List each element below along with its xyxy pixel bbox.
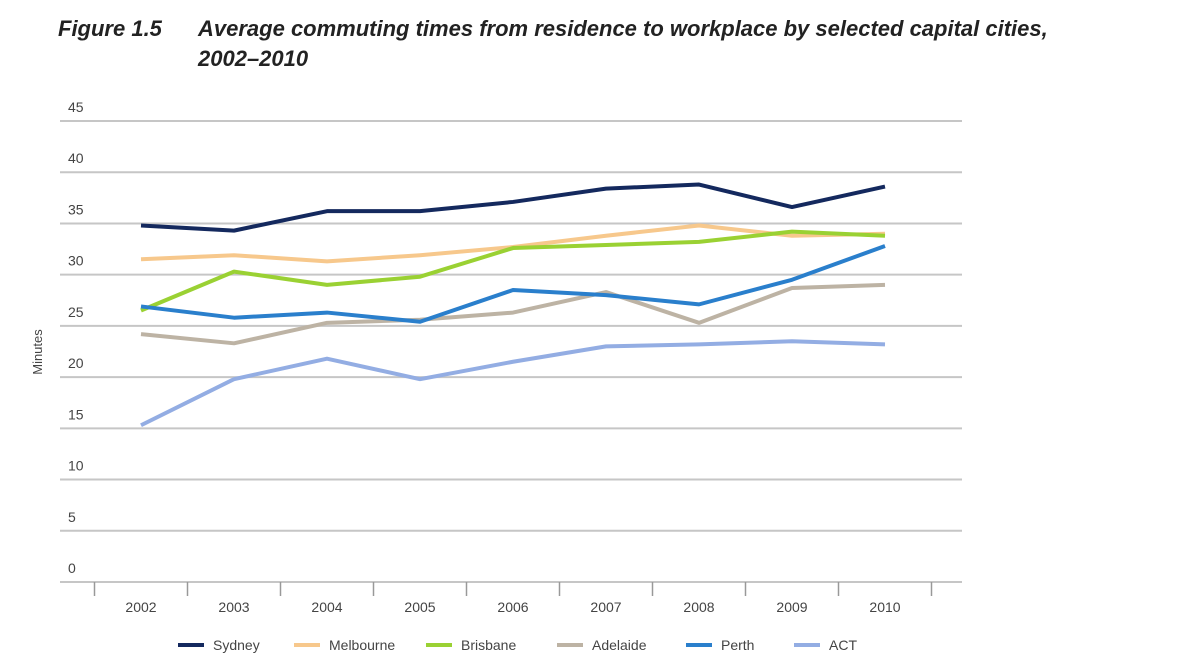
x-tick-label: 2003 — [218, 599, 249, 615]
x-tick-label: 2009 — [776, 599, 807, 615]
title-line2: 2002–2010 — [198, 46, 309, 71]
chart-title: Figure 1.5 Average commuting times from r… — [58, 14, 1048, 74]
series-line-act — [140, 339, 886, 428]
x-tick-label: 2002 — [125, 599, 156, 615]
y-tick-label: 40 — [68, 150, 84, 166]
x-tick-label: 2007 — [590, 599, 621, 615]
legend-label-act: ACT — [829, 637, 857, 653]
title-text: Average commuting times from residence t… — [198, 16, 1048, 41]
legend-label-sydney: Sydney — [213, 637, 260, 653]
y-tick-label: 15 — [68, 406, 84, 422]
y-tick-label: 0 — [68, 560, 76, 576]
x-tick-label: 2005 — [404, 599, 435, 615]
figure-label: Figure 1.5 — [58, 16, 162, 41]
y-tick-label: 10 — [68, 458, 84, 474]
y-tick-label: 25 — [68, 304, 84, 320]
x-tick-label: 2006 — [497, 599, 528, 615]
y-tick-label: 30 — [68, 253, 84, 269]
series-line-adelaide — [140, 282, 886, 346]
y-tick-label: 20 — [68, 355, 84, 371]
x-tick-label: 2010 — [869, 599, 900, 615]
series-line-brisbane — [140, 229, 886, 313]
series-line-melbourne — [140, 223, 886, 264]
legend-label-adelaide: Adelaide — [592, 637, 647, 653]
legend-label-perth: Perth — [721, 637, 754, 653]
y-tick-label: 5 — [68, 509, 76, 525]
x-tick-label: 2008 — [683, 599, 714, 615]
y-tick-label: 45 — [68, 99, 84, 115]
y-axis-label: Minutes — [30, 329, 45, 375]
y-tick-label: 35 — [68, 201, 84, 217]
x-tick-label: 2004 — [311, 599, 342, 615]
legend-label-melbourne: Melbourne — [329, 637, 395, 653]
legend-label-brisbane: Brisbane — [461, 637, 516, 653]
